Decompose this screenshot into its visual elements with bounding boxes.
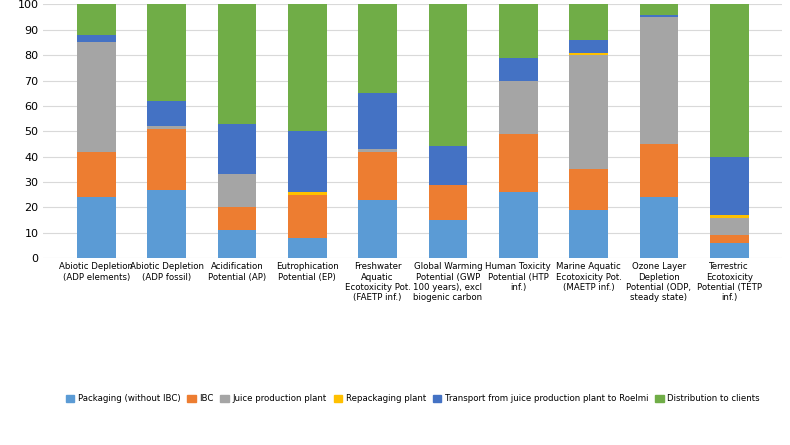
Bar	[570, 53, 608, 55]
Bar	[429, 220, 467, 258]
Legend: Packaging (without IBC), IBC, Juice production plant, Repackaging plant, Transpo: Packaging (without IBC), IBC, Juice prod…	[66, 394, 760, 403]
Bar	[429, 146, 467, 185]
Bar	[570, 210, 608, 258]
Bar	[710, 243, 749, 258]
Bar	[710, 235, 749, 243]
Bar	[710, 215, 749, 218]
Bar	[218, 4, 256, 124]
Bar	[288, 238, 326, 258]
Bar	[499, 4, 537, 58]
Bar	[218, 230, 256, 258]
Bar	[499, 81, 537, 134]
Bar	[640, 17, 678, 144]
Bar	[640, 197, 678, 258]
Bar	[148, 4, 186, 101]
Bar	[570, 169, 608, 210]
Bar	[77, 197, 115, 258]
Bar	[288, 131, 326, 192]
Bar	[429, 185, 467, 220]
Bar	[499, 58, 537, 81]
Bar	[77, 4, 115, 35]
Bar	[359, 200, 397, 258]
Bar	[148, 101, 186, 126]
Bar	[640, 4, 678, 15]
Bar	[359, 149, 397, 152]
Bar	[359, 93, 397, 149]
Bar	[570, 4, 608, 40]
Bar	[77, 35, 115, 42]
Bar	[570, 40, 608, 53]
Bar	[148, 129, 186, 190]
Bar	[148, 190, 186, 258]
Bar	[288, 195, 326, 238]
Bar	[640, 144, 678, 197]
Bar	[429, 4, 467, 146]
Bar	[77, 42, 115, 152]
Bar	[499, 192, 537, 258]
Bar	[499, 134, 537, 192]
Bar	[218, 124, 256, 174]
Bar	[359, 152, 397, 200]
Bar	[148, 126, 186, 129]
Bar	[288, 192, 326, 195]
Bar	[218, 174, 256, 207]
Bar	[218, 207, 256, 230]
Bar	[77, 152, 115, 197]
Bar	[710, 157, 749, 215]
Bar	[359, 4, 397, 93]
Bar	[710, 218, 749, 235]
Bar	[570, 55, 608, 169]
Bar	[288, 4, 326, 131]
Bar	[640, 15, 678, 17]
Bar	[710, 4, 749, 157]
